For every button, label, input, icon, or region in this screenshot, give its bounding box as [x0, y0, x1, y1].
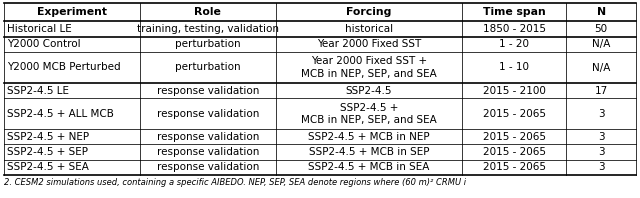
Text: 2015 - 2065: 2015 - 2065	[483, 147, 546, 157]
Text: Year 2000 Fixed SST: Year 2000 Fixed SST	[317, 39, 421, 50]
Text: SSP2-4.5 + MCB in SEP: SSP2-4.5 + MCB in SEP	[308, 147, 429, 157]
Text: N/A: N/A	[592, 63, 611, 72]
Text: response validation: response validation	[157, 162, 259, 172]
Text: 17: 17	[595, 86, 608, 96]
Text: Y2000 MCB Perturbed: Y2000 MCB Perturbed	[7, 63, 120, 72]
Text: Time span: Time span	[483, 7, 546, 17]
Text: 1850 - 2015: 1850 - 2015	[483, 24, 546, 34]
Text: Forcing: Forcing	[346, 7, 392, 17]
Text: 2015 - 2065: 2015 - 2065	[483, 162, 546, 172]
Text: N/A: N/A	[592, 39, 611, 50]
Text: 3: 3	[598, 162, 605, 172]
Text: SSP2-4.5 + ALL MCB: SSP2-4.5 + ALL MCB	[7, 109, 114, 119]
Text: historical: historical	[345, 24, 393, 34]
Text: 50: 50	[595, 24, 608, 34]
Text: training, testing, validation: training, testing, validation	[137, 24, 279, 34]
Text: 2. CESM2 simulations used, containing a specific AIBEDO. NEP, SEP, SEA denote re: 2. CESM2 simulations used, containing a …	[4, 178, 466, 187]
Text: SSP2-4.5 + SEP: SSP2-4.5 + SEP	[7, 147, 88, 157]
Text: Historical LE: Historical LE	[7, 24, 72, 34]
Text: SSP2-4.5 + NEP: SSP2-4.5 + NEP	[7, 132, 89, 142]
Text: SSP2-4.5 LE: SSP2-4.5 LE	[7, 86, 69, 96]
Text: Experiment: Experiment	[37, 7, 107, 17]
Text: SSP2-4.5 +
MCB in NEP, SEP, and SEA: SSP2-4.5 + MCB in NEP, SEP, and SEA	[301, 103, 437, 125]
Text: 1 - 10: 1 - 10	[499, 63, 529, 72]
Text: Role: Role	[195, 7, 221, 17]
Text: N: N	[596, 7, 606, 17]
Text: 2015 - 2100: 2015 - 2100	[483, 86, 546, 96]
Text: 2015 - 2065: 2015 - 2065	[483, 132, 546, 142]
Text: 1 - 20: 1 - 20	[499, 39, 529, 50]
Text: 2015 - 2065: 2015 - 2065	[483, 109, 546, 119]
Text: 3: 3	[598, 132, 605, 142]
Text: perturbation: perturbation	[175, 63, 241, 72]
Text: Year 2000 Fixed SST +
MCB in NEP, SEP, and SEA: Year 2000 Fixed SST + MCB in NEP, SEP, a…	[301, 56, 437, 78]
Text: SSP2-4.5 + MCB in NEP: SSP2-4.5 + MCB in NEP	[308, 132, 430, 142]
Text: perturbation: perturbation	[175, 39, 241, 50]
Text: 3: 3	[598, 109, 605, 119]
Text: SSP2-4.5 + MCB in SEA: SSP2-4.5 + MCB in SEA	[308, 162, 429, 172]
Text: response validation: response validation	[157, 86, 259, 96]
Text: 3: 3	[598, 147, 605, 157]
Text: response validation: response validation	[157, 147, 259, 157]
Text: Y2000 Control: Y2000 Control	[7, 39, 81, 50]
Text: SSP2-4.5 + SEA: SSP2-4.5 + SEA	[7, 162, 89, 172]
Text: response validation: response validation	[157, 132, 259, 142]
Text: SSP2-4.5: SSP2-4.5	[346, 86, 392, 96]
Text: response validation: response validation	[157, 109, 259, 119]
